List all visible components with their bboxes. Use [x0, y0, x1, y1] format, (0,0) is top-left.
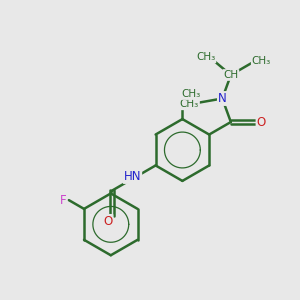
- Text: HN: HN: [124, 170, 141, 183]
- Text: CH: CH: [223, 70, 238, 80]
- Text: CH₃: CH₃: [182, 89, 201, 99]
- Text: CH₃: CH₃: [180, 99, 199, 109]
- Text: O: O: [256, 116, 266, 128]
- Text: CH₃: CH₃: [252, 56, 271, 66]
- Text: F: F: [60, 194, 66, 207]
- Text: CH₃: CH₃: [196, 52, 215, 62]
- Text: N: N: [218, 92, 227, 105]
- Text: O: O: [103, 215, 112, 228]
